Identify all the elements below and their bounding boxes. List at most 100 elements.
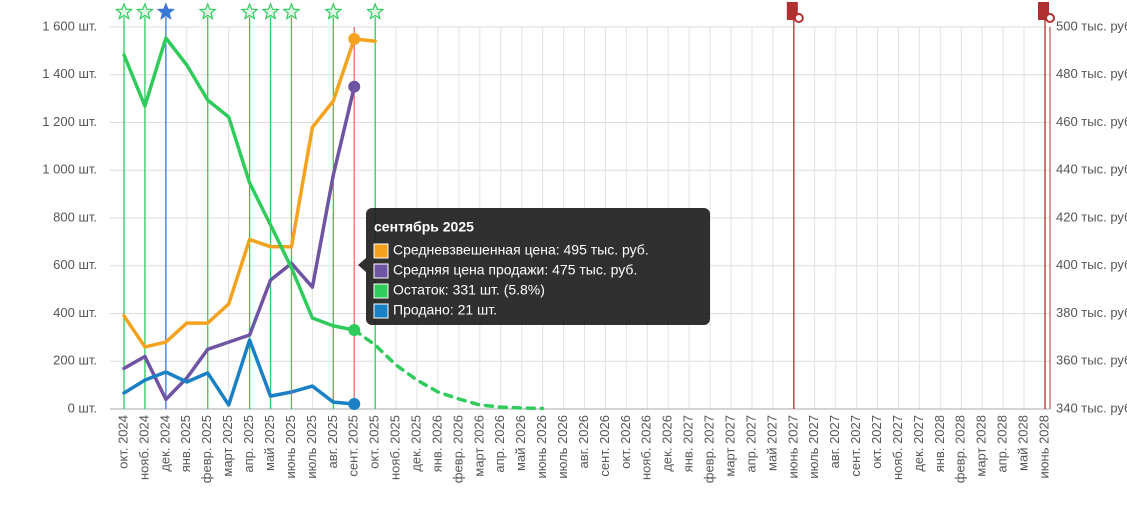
x-tick-label: июнь 2026 (534, 415, 549, 479)
y-tick-label: 200 шт. (53, 353, 97, 368)
x-tick-label: нояб. 2026 (639, 415, 654, 480)
tooltip-item: Продано: 21 шт. (393, 302, 497, 318)
y2-tick-label: 480 тыс. руб. (1056, 66, 1127, 81)
x-tick-label: нояб. 2024 (136, 415, 151, 480)
x-tick-label: апр. 2026 (492, 415, 507, 473)
x-tick-label: окт. 2024 (115, 415, 130, 469)
y-tick-label: 800 шт. (53, 209, 97, 224)
series-line (352, 328, 545, 411)
tooltip-item: Средняя цена продажи: 475 тыс. руб. (393, 262, 637, 278)
y-tick-label: 1 600 шт. (42, 18, 97, 33)
x-tick-label: июль 2025 (304, 415, 319, 479)
x-tick-label: авг. 2026 (576, 415, 591, 468)
series-line (122, 338, 357, 407)
x-tick-label: май 2027 (764, 415, 779, 471)
icon-star (114, 2, 134, 20)
event-icon (366, 2, 385, 20)
x-tick-label: июль 2026 (555, 415, 570, 479)
icon-gear (1045, 13, 1055, 23)
y2-tick-label: 420 тыс. руб. (1056, 209, 1127, 224)
y-tick-label: 1 200 шт. (42, 114, 97, 129)
y-tick-label: 1 000 шт. (42, 162, 97, 177)
icon-body (1038, 2, 1049, 20)
x-tick-label: сент. 2026 (597, 415, 612, 477)
event-icon (198, 2, 217, 20)
x-tick-label: янв. 2026 (429, 415, 444, 472)
x-tick-label: дек. 2026 (660, 415, 675, 472)
hover-point (348, 80, 361, 93)
x-tick-label: март 2026 (471, 415, 486, 477)
x-tick-label: авг. 2027 (827, 415, 842, 468)
icon-star (198, 2, 217, 20)
series-line (122, 36, 357, 332)
x-tick-label: июнь 2028 (1036, 415, 1051, 479)
x-tick-label: янв. 2025 (178, 415, 193, 472)
event-icon (786, 2, 804, 23)
event-icon (114, 2, 134, 20)
event-icon (156, 2, 176, 20)
x-tick-label: дек. 2024 (157, 415, 172, 472)
event-icon (240, 2, 259, 20)
x-tick-label: февр. 2025 (199, 415, 214, 483)
tooltip: сентябрь 2025 Средневзвешенная цена: 495 … (358, 208, 710, 325)
y2-tick-label: 360 тыс. руб. (1056, 353, 1127, 368)
tooltip-item: Остаток: 331 шт. (5.8%) (393, 282, 545, 298)
x-tick-label: окт. 2026 (618, 415, 633, 469)
x-tick-label: февр. 2028 (953, 415, 968, 483)
x-tick-label: нояб. 2025 (388, 415, 403, 480)
x-tick-label: июнь 2025 (283, 415, 298, 479)
event-icon (1038, 2, 1055, 23)
series-line (122, 37, 377, 349)
icon-star (261, 2, 280, 20)
tooltip-swatch (373, 283, 389, 299)
x-tick-label: сент. 2027 (848, 415, 863, 477)
x-tick-label: апр. 2027 (743, 415, 758, 473)
x-tick-label: май 2028 (1016, 415, 1031, 471)
x-tick-label: февр. 2027 (702, 415, 717, 483)
tooltip-swatch (373, 303, 389, 319)
icon-star (324, 2, 343, 20)
tooltip-item: Средневзвешенная цена: 495 тыс. руб. (393, 242, 649, 258)
tooltip-box (358, 208, 710, 325)
x-tick-label: нояб. 2027 (890, 415, 905, 480)
icon-star (282, 2, 301, 20)
y-tick-label: 600 шт. (53, 257, 97, 272)
y2-tick-label: 440 тыс. руб. (1056, 162, 1127, 177)
x-tick-label: май 2026 (513, 415, 528, 471)
icon-star (366, 2, 385, 20)
x-tick-label: авг. 2025 (325, 415, 340, 468)
x-tick-label: март 2025 (220, 415, 235, 477)
y-tick-label: 400 шт. (53, 305, 97, 320)
x-tick-label: окт. 2027 (869, 415, 884, 469)
event-icon (135, 2, 155, 20)
icon-body (786, 2, 798, 20)
y-tick-label: 0 шт. (68, 400, 97, 415)
icon-gear (793, 13, 804, 23)
x-tick-label: окт. 2025 (367, 415, 382, 469)
y2-tick-label: 380 тыс. руб. (1056, 305, 1127, 320)
x-tick-label: июнь 2027 (785, 415, 800, 479)
x-tick-label: апр. 2028 (995, 415, 1010, 473)
tooltip-swatch (373, 243, 389, 259)
x-tick-label: июль 2027 (806, 415, 821, 479)
x-tick-label: сент. 2025 (346, 415, 361, 477)
y2-tick-label: 400 тыс. руб. (1056, 257, 1127, 272)
y2-tick-label: 460 тыс. руб. (1056, 114, 1127, 129)
icon-star (240, 2, 259, 20)
x-tick-label: апр. 2025 (241, 415, 256, 473)
tooltip-swatch (373, 263, 389, 279)
x-tick-label: май 2025 (262, 415, 277, 471)
hover-point (348, 397, 361, 410)
icon-star (135, 2, 155, 20)
x-tick-label: янв. 2027 (681, 415, 696, 472)
y2-tick-label: 340 тыс. руб. (1056, 400, 1127, 415)
y-tick-label: 1 400 шт. (42, 66, 97, 81)
event-icon (261, 2, 280, 20)
x-tick-label: дек. 2025 (408, 415, 423, 472)
tooltip-title: сентябрь 2025 (374, 219, 474, 235)
y2-tick-label: 500 тыс. руб. (1056, 18, 1127, 33)
icon-star (156, 2, 176, 20)
x-tick-label: дек. 2027 (911, 415, 926, 472)
x-tick-label: февр. 2026 (450, 415, 465, 483)
